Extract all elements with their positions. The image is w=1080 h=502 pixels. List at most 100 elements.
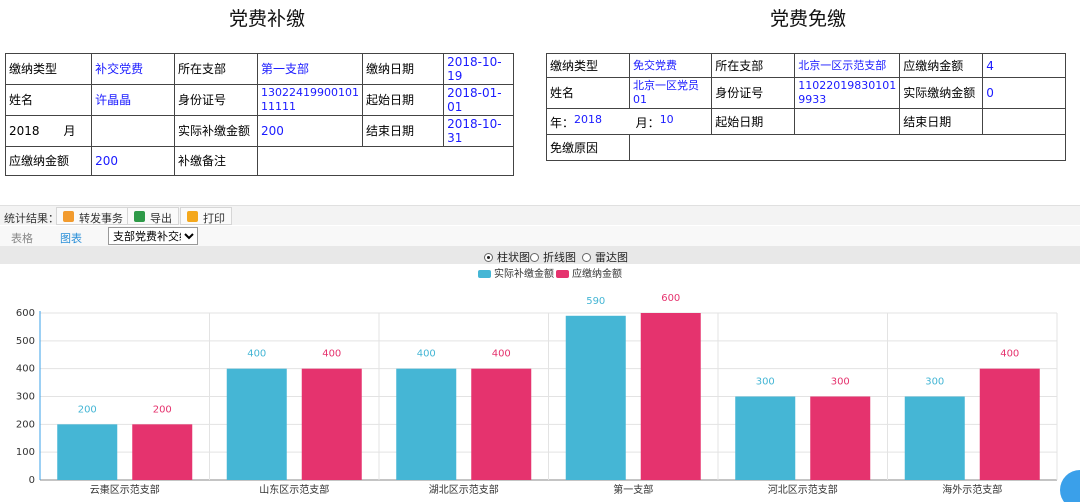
stats-toolbar: 统计结果： 转发事务 导出 打印 (0, 205, 1080, 225)
bar-actual (735, 396, 796, 480)
actual-amount-label: 实际补缴金额 (173, 115, 258, 147)
view-tabs: 表格 图表 支部党费补交统计 (0, 226, 1080, 246)
free-pay-title-left: 党费补缴 (229, 8, 306, 30)
x-tick-label: 海外示范支部 (942, 483, 1002, 496)
y-tick-label: 100 (16, 447, 35, 458)
forward-task-button[interactable]: 转发事务 (56, 207, 130, 225)
exempt-title-right: 党费免缴 (770, 8, 847, 30)
data-label: 400 (322, 349, 341, 360)
bar-due (301, 368, 362, 480)
name-value: 北京一区党员01 (629, 77, 713, 109)
x-tick-label: 第一支部 (613, 483, 653, 496)
y-tick-label: 200 (16, 419, 35, 430)
start-date-label: 起始日期 (361, 84, 445, 116)
branch-value: 北京一区示范支部 (794, 53, 901, 78)
actual-amount-label: 实际缴纳金额 (899, 77, 984, 109)
bar-due (132, 424, 193, 480)
bar-chart-radio[interactable]: 柱状图 (484, 249, 530, 265)
start-date-value (794, 108, 901, 135)
end-date-label: 结束日期 (899, 108, 984, 135)
name-label: 姓名 (545, 77, 631, 109)
bar-actual (904, 396, 965, 480)
y-tick-label: 600 (16, 308, 35, 319)
forward-task-label: 转发事务 (79, 212, 123, 225)
line-chart-radio[interactable]: 折线图 (530, 249, 576, 265)
id-number-label: 身份证号 (173, 84, 258, 116)
report-select[interactable]: 支部党费补交统计 (108, 227, 198, 245)
branch-label: 所在支部 (711, 53, 796, 78)
due-amount-label: 应缴纳金额 (4, 146, 93, 176)
bar-actual (57, 424, 118, 480)
data-label: 400 (247, 349, 266, 360)
x-tick-label: 云棗区示范支部 (90, 483, 160, 496)
tab-chart[interactable]: 图表 (60, 232, 82, 245)
reason-label: 免缴原因 (545, 134, 631, 161)
bar-actual (396, 368, 457, 480)
legend-label-actual: 实际补缴金额 (494, 269, 554, 280)
print-button[interactable]: 打印 (180, 207, 232, 225)
bar-chart-label: 柱状图 (497, 251, 530, 264)
printer-icon (187, 211, 198, 222)
month-label: 月： (635, 116, 660, 130)
data-label: 600 (661, 293, 680, 304)
due-amount-label: 应缴纳金额 (899, 53, 984, 78)
legend-item-due[interactable]: 应缴纳金额 (556, 265, 622, 280)
x-tick-label: 山东区示范支部 (259, 483, 329, 496)
bar-due (640, 313, 701, 480)
radio-icon (530, 253, 539, 262)
floating-action-button[interactable] (1060, 470, 1080, 502)
radio-icon (582, 253, 591, 262)
id-number-value: 13022419900101 11111 (256, 84, 363, 116)
year-month-field: 2018 月 (4, 115, 93, 147)
legend-item-actual[interactable]: 实际补缴金额 (478, 265, 554, 280)
id-number-label: 身份证号 (711, 77, 796, 109)
radar-chart-radio[interactable]: 雷达图 (582, 249, 628, 265)
data-label: 590 (586, 296, 605, 307)
note-label: 补缴备注 (173, 146, 258, 176)
payment-date-value: 2018-10-19 (443, 53, 514, 85)
note-value (256, 146, 515, 176)
payment-type-value: 免交党费 (629, 53, 713, 78)
line-chart-label: 折线图 (543, 251, 576, 264)
bar-chart: 0 100 200 300 400 500 600 200 200 云棗区示范支部 400 400 山东… (16, 293, 1058, 496)
due-amount-value: 200 (91, 146, 175, 176)
bar-due (471, 368, 532, 480)
radar-chart-label: 雷达图 (595, 251, 628, 264)
x-tick-label: 河北区示范支部 (768, 483, 838, 496)
year-value: 2018 (574, 113, 603, 126)
data-label: 300 (756, 377, 775, 388)
payment-type-label: 缴纳类型 (545, 53, 631, 78)
stats-result-label: 统计结果： (4, 212, 59, 225)
y-tick-label: 300 (16, 392, 35, 403)
print-label: 打印 (203, 212, 225, 225)
payment-type-label: 缴纳类型 (4, 53, 93, 85)
excel-icon (134, 211, 145, 222)
due-amount-value: 4 (982, 53, 1066, 78)
x-tick-label: 湖北区示范支部 (429, 483, 499, 496)
data-label: 300 (925, 377, 944, 388)
radio-selected-icon (484, 253, 493, 262)
data-label: 400 (492, 349, 511, 360)
actual-amount-value: 200 (256, 115, 363, 147)
end-date-label: 结束日期 (361, 115, 445, 147)
legend-swatch-actual (478, 270, 491, 278)
month-value: 10 (659, 113, 674, 126)
chart-type-bar: 柱状图 折线图 雷达图 (0, 246, 1080, 264)
export-button[interactable]: 导出 (127, 207, 179, 225)
data-label: 400 (417, 349, 436, 360)
legend-label-due: 应缴纳金额 (572, 269, 622, 280)
empty-cell (91, 115, 175, 147)
id-number-value: 11022019830101 9933 (794, 77, 901, 109)
tab-table[interactable]: 表格 (11, 232, 33, 245)
start-date-value: 2018-01-01 (443, 84, 514, 116)
bar-due (810, 396, 871, 480)
start-date-label: 起始日期 (711, 108, 796, 135)
supplementary-payment-form: 缴纳类型 补交党费 所在支部 第一支部 缴纳日期 2018-10-19 姓名 许… (4, 53, 515, 176)
y-tick-label: 0 (29, 475, 35, 486)
payment-date-label: 缴纳日期 (361, 53, 445, 85)
bar-actual (226, 368, 287, 480)
end-date-value: 2018-10-31 (443, 115, 514, 147)
data-label: 200 (153, 404, 172, 415)
bar-actual (565, 315, 626, 480)
y-tick-label: 500 (16, 336, 35, 347)
